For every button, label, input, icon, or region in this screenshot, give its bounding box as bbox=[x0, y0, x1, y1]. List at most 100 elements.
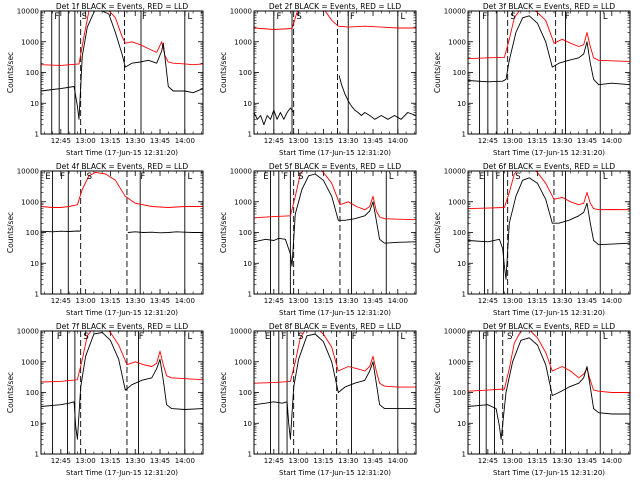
interval-letter: E bbox=[265, 332, 270, 342]
x-tick-label: 13:45 bbox=[363, 457, 383, 465]
x-axis-label: Start Time (17-Jun-15 12:31:20) bbox=[66, 469, 178, 477]
interval-letter: F bbox=[54, 12, 59, 22]
y-tick-label: 10 bbox=[457, 260, 466, 268]
lld-series-line bbox=[41, 171, 203, 208]
events-series-line bbox=[468, 337, 630, 440]
y-tick-label: 1 bbox=[462, 451, 466, 459]
y-axis-label: Counts/sec bbox=[433, 212, 442, 253]
y-tick-label: 1 bbox=[248, 291, 252, 299]
y-axis-label: Counts/sec bbox=[433, 52, 442, 93]
y-tick-label: 1 bbox=[35, 291, 39, 299]
x-axis-label: Start Time (17-Jun-15 12:31:20) bbox=[493, 469, 605, 477]
x-tick-label: 12:45 bbox=[51, 297, 71, 305]
interval-letter: S bbox=[87, 172, 92, 182]
interval-letter: L bbox=[400, 12, 405, 22]
y-tick-label: 1000 bbox=[21, 38, 39, 46]
y-tick-label: 10 bbox=[30, 260, 39, 268]
y-tick-label: 1 bbox=[248, 451, 252, 459]
x-tick-label: 12:45 bbox=[264, 457, 284, 465]
detector-panel: Det 1f BLACK = Events, RED = LLD Start Ti… bbox=[6, 2, 204, 157]
x-tick-label: 14:00 bbox=[175, 137, 195, 145]
y-tick-label: 100 bbox=[239, 389, 252, 397]
lld-series-line bbox=[254, 171, 416, 221]
plot-frame bbox=[467, 170, 631, 295]
events-series-line bbox=[468, 15, 630, 86]
chart-title: Det 7f BLACK = Events, RED = LLD bbox=[56, 322, 189, 331]
y-tick-label: 100 bbox=[26, 229, 39, 237]
y-tick-label: 10 bbox=[30, 100, 39, 108]
interval-letter: F bbox=[482, 332, 487, 342]
y-tick-label: 10000 bbox=[17, 8, 39, 16]
x-tick-label: 13:30 bbox=[552, 137, 572, 145]
x-tick-label: 13:15 bbox=[313, 137, 333, 145]
detector-panel: Det 4f BLACK = Events, RED = LLD Start Ti… bbox=[6, 162, 204, 317]
x-tick-label: 13:00 bbox=[503, 137, 523, 145]
interval-letter: L bbox=[603, 172, 608, 182]
y-tick-label: 100 bbox=[453, 389, 466, 397]
x-tick-label: 13:30 bbox=[125, 137, 145, 145]
x-tick-label: 13:45 bbox=[363, 137, 383, 145]
x-axis-label: Start Time (17-Jun-15 12:31:20) bbox=[279, 149, 391, 157]
y-tick-label: 10000 bbox=[17, 168, 39, 176]
interval-letter: F bbox=[482, 12, 487, 22]
y-tick-label: 10 bbox=[243, 260, 252, 268]
y-tick-label: 1 bbox=[462, 291, 466, 299]
plot-frame bbox=[467, 10, 631, 135]
interval-letter: F bbox=[281, 332, 286, 342]
plot-frame bbox=[253, 170, 417, 295]
events-series-line bbox=[41, 230, 203, 234]
interval-letter: L bbox=[187, 12, 192, 22]
y-tick-label: 10 bbox=[457, 420, 466, 428]
y-tick-label: 10000 bbox=[230, 8, 252, 16]
x-tick-label: 13:45 bbox=[150, 137, 170, 145]
detector-panel: Det 6f BLACK = Events, RED = LLD Start Ti… bbox=[433, 162, 631, 317]
x-tick-label: 12:45 bbox=[51, 137, 71, 145]
x-tick-label: 13:45 bbox=[577, 297, 597, 305]
x-tick-label: 13:15 bbox=[527, 137, 547, 145]
interval-letter: L bbox=[603, 332, 608, 342]
events-series-line bbox=[41, 11, 203, 120]
interval-letter: F bbox=[276, 12, 281, 22]
interval-letter: F bbox=[60, 172, 65, 182]
y-tick-label: 10 bbox=[243, 420, 252, 428]
interval-letter: S bbox=[298, 332, 303, 342]
lld-series-line bbox=[254, 11, 416, 30]
detector-panel: Det 9f BLACK = Events, RED = LLD Start Ti… bbox=[433, 322, 631, 477]
detector-panel: Det 7f BLACK = Events, RED = LLD Start Ti… bbox=[6, 322, 204, 477]
y-axis-label: Counts/sec bbox=[6, 52, 15, 93]
interval-letter: S bbox=[298, 172, 303, 182]
events-series-line bbox=[468, 177, 630, 280]
y-tick-label: 1 bbox=[462, 131, 466, 139]
chart-title: Det 5f BLACK = Events, RED = LLD bbox=[269, 162, 402, 171]
detector-panel: Det 2f BLACK = Events, RED = LLD Start Ti… bbox=[219, 2, 417, 157]
plot-frame bbox=[40, 170, 204, 295]
x-tick-label: 12:45 bbox=[264, 297, 284, 305]
interval-letter: S bbox=[83, 332, 88, 342]
y-axis-label: Counts/sec bbox=[219, 52, 228, 93]
y-axis-label: Counts/sec bbox=[219, 372, 228, 413]
y-axis-label: Counts/sec bbox=[433, 372, 442, 413]
chart-title: Det 9f BLACK = Events, RED = LLD bbox=[483, 322, 616, 331]
lld-series-line bbox=[468, 11, 630, 62]
x-tick-label: 13:30 bbox=[125, 297, 145, 305]
x-tick-label: 14:00 bbox=[602, 137, 622, 145]
interval-letter: L bbox=[187, 172, 192, 182]
x-tick-label: 12:45 bbox=[478, 137, 498, 145]
interval-letter: F bbox=[495, 172, 500, 182]
x-tick-label: 12:45 bbox=[264, 137, 284, 145]
events-series-line bbox=[254, 173, 416, 267]
plot-frame bbox=[467, 330, 631, 455]
y-tick-label: 1000 bbox=[234, 38, 252, 46]
y-axis-label: Counts/sec bbox=[6, 212, 15, 253]
x-tick-label: 13:30 bbox=[338, 297, 358, 305]
interval-letter: F bbox=[142, 12, 147, 22]
y-tick-label: 10000 bbox=[444, 8, 466, 16]
chart-title: Det 8f BLACK = Events, RED = LLD bbox=[269, 322, 402, 331]
y-tick-label: 100 bbox=[26, 389, 39, 397]
x-tick-label: 12:45 bbox=[478, 457, 498, 465]
interval-letter: F bbox=[139, 332, 144, 342]
interval-letter: L bbox=[400, 332, 405, 342]
events-series-line bbox=[254, 75, 416, 126]
interval-letter: S bbox=[82, 12, 87, 22]
